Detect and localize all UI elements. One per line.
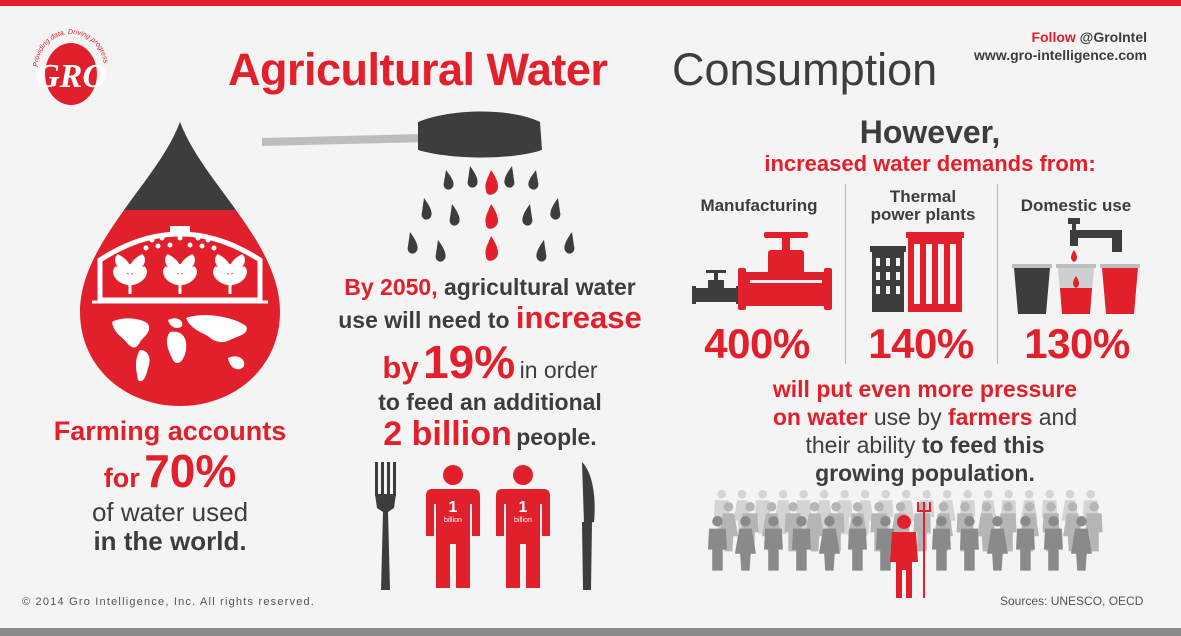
farmer-figure (890, 502, 931, 598)
farming-line1: Farming accounts (53, 416, 287, 446)
pressure-to-feed: to feed this (921, 432, 1045, 458)
farming-statement: Farming accounts for 70% of water used i… (20, 416, 320, 556)
bottom-bar (0, 628, 1181, 636)
title-main: Agricultural Water (228, 44, 608, 95)
crowd-person (708, 516, 727, 571)
person-billion-1: 1 billion (422, 464, 484, 597)
category-thermal-line2: power plants (870, 205, 976, 224)
projection-percent: 19% (423, 336, 516, 389)
farming-percent: 70% (144, 445, 237, 498)
crowd-person (986, 516, 1008, 571)
pressure-water: water (807, 404, 868, 430)
projection-statement: By 2050, agricultural water use will nee… (305, 274, 675, 455)
crowd-person (1044, 516, 1063, 571)
crowd-person (815, 490, 833, 535)
person-unit: billion (514, 517, 532, 524)
pressure-statement: will put even more pressure on water use… (700, 375, 1150, 487)
pressure-use-by: use by (873, 404, 942, 430)
crowd-person (818, 516, 840, 571)
title-secondary: Consumption (672, 44, 938, 95)
crowd-person (960, 516, 979, 571)
pressure-and: and (1038, 404, 1078, 430)
sources-text: Sources: UNESCO, OECD (1000, 594, 1144, 608)
thermal-percent: 140% (868, 320, 974, 367)
logo-text: GRO (35, 58, 107, 95)
pressure-line4: growing population. (815, 460, 1035, 486)
follow-handle[interactable]: @GroIntel (1079, 29, 1147, 45)
projection-text2: use will need to (338, 307, 510, 334)
person-number: 1 (519, 499, 528, 516)
crowd-person (977, 502, 997, 552)
crowd-person (774, 490, 792, 535)
gro-logo: GRO Providing data. Driving progress (28, 24, 114, 110)
follow-prefix: Follow (1031, 29, 1076, 45)
projection-billions: 2 billion (383, 415, 512, 454)
valve-pipe-icon (690, 228, 832, 319)
person-unit: billion (444, 517, 462, 524)
however-heading: However, (859, 114, 1001, 150)
projection-by: by (382, 350, 419, 386)
projection-increase: increase (515, 300, 642, 336)
farming-for: for (103, 463, 140, 494)
manufacturing-percent: 400% (704, 320, 810, 367)
power-plant-icon (868, 228, 968, 319)
crowd-graphic (706, 490, 1116, 603)
fork-icon (372, 462, 400, 597)
crowd-person (1070, 516, 1092, 571)
divider-1 (845, 184, 846, 364)
pressure-line1: will put even more pressure (772, 376, 1078, 402)
however-block: However, increased water demands from: (700, 114, 1160, 178)
crowd-person (734, 516, 756, 571)
website-link[interactable]: www.gro-intelligence.com (974, 47, 1147, 63)
crowd-person (719, 502, 739, 552)
copyright-text: © 2014 Gro Intelligence, Inc. All rights… (22, 596, 316, 608)
crowd-person (848, 516, 867, 571)
pressure-on: on (772, 404, 801, 430)
crowd-person (932, 516, 951, 571)
projection-text1: agricultural water (444, 274, 636, 300)
crowd-person (805, 502, 825, 552)
shower-graphic (262, 108, 622, 273)
knife-icon (574, 462, 598, 597)
projection-text3: to feed an additional (378, 388, 602, 415)
top-accent-bar (0, 0, 1181, 6)
category-thermal-line1: Thermal (889, 187, 957, 206)
projection-people: people. (516, 424, 597, 451)
pressure-their-ability: their ability (805, 432, 916, 458)
tap-glasses-icon (1010, 218, 1146, 319)
crowd-person (1016, 516, 1035, 571)
follow-block: Follow @GroIntel www.gro-intelligence.co… (974, 28, 1147, 64)
however-subheading: increased water demands from: (764, 151, 1096, 176)
farming-line3: of water used (91, 496, 249, 527)
crowd-person (792, 516, 811, 571)
crowd-person (764, 516, 783, 571)
projection-year: By 2050, (344, 274, 438, 300)
water-drop-graphic (52, 122, 308, 412)
category-domestic-label: Domestic use (1020, 196, 1132, 215)
category-manufacturing-label: Manufacturing (700, 196, 818, 215)
farming-line4: in the world. (93, 525, 247, 556)
domestic-percent: 130% (1024, 320, 1130, 367)
category-thermal-label: Thermal power plants (854, 188, 992, 224)
divider-2 (997, 184, 998, 364)
pressure-farmers: farmers (947, 404, 1033, 430)
person-number: 1 (449, 499, 458, 516)
projection-in-order: in order (519, 357, 598, 384)
person-billion-2: 1 billion (492, 464, 554, 597)
